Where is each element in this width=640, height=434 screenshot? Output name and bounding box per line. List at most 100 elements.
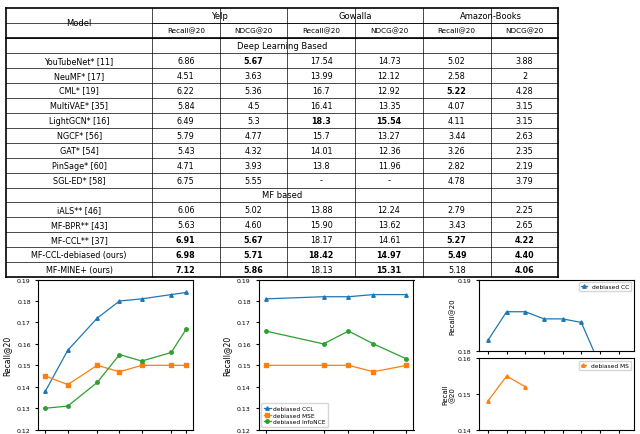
- Text: -: -: [388, 176, 390, 185]
- Text: 3.44: 3.44: [448, 131, 465, 140]
- Text: 14.61: 14.61: [378, 236, 400, 245]
- Text: 16.7: 16.7: [312, 86, 330, 95]
- Text: 5.71: 5.71: [244, 251, 263, 260]
- Text: Recall@20: Recall@20: [438, 28, 476, 34]
- Text: Amazon-Books: Amazon-Books: [460, 12, 522, 21]
- Text: 13.8: 13.8: [312, 161, 330, 170]
- Text: NeuMF* [17]: NeuMF* [17]: [54, 72, 104, 80]
- Text: 2.19: 2.19: [516, 161, 533, 170]
- Text: 6.91: 6.91: [176, 236, 196, 245]
- Text: 5.79: 5.79: [177, 131, 195, 140]
- Text: 2.79: 2.79: [448, 206, 466, 215]
- Text: Recall@20: Recall@20: [302, 28, 340, 34]
- Text: 6.98: 6.98: [176, 251, 196, 260]
- Text: LightGCN* [16]: LightGCN* [16]: [49, 116, 109, 125]
- Text: GAT* [54]: GAT* [54]: [60, 146, 99, 155]
- Text: CML* [19]: CML* [19]: [60, 86, 99, 95]
- Text: 4.51: 4.51: [177, 72, 195, 80]
- Text: 4.40: 4.40: [515, 251, 534, 260]
- Text: NDCG@20: NDCG@20: [506, 28, 543, 34]
- Text: 12.36: 12.36: [378, 146, 400, 155]
- Text: 4.71: 4.71: [177, 161, 195, 170]
- Text: 14.97: 14.97: [376, 251, 401, 260]
- Text: 6.06: 6.06: [177, 206, 195, 215]
- Text: Model: Model: [67, 19, 92, 28]
- Text: 4.06: 4.06: [515, 266, 534, 275]
- Text: 5.22: 5.22: [447, 86, 467, 95]
- Text: 13.88: 13.88: [310, 206, 333, 215]
- Text: 4.5: 4.5: [247, 102, 260, 110]
- Text: 4.28: 4.28: [516, 86, 533, 95]
- Text: NDCG@20: NDCG@20: [234, 28, 273, 34]
- Text: 5.18: 5.18: [448, 266, 465, 275]
- Text: 14.01: 14.01: [310, 146, 333, 155]
- Y-axis label: Recall@20: Recall@20: [449, 297, 456, 334]
- Text: 18.17: 18.17: [310, 236, 333, 245]
- Text: 4.32: 4.32: [244, 146, 262, 155]
- Text: 4.60: 4.60: [244, 221, 262, 230]
- Text: 3.43: 3.43: [448, 221, 465, 230]
- Text: 11.96: 11.96: [378, 161, 400, 170]
- Text: 6.86: 6.86: [177, 56, 195, 66]
- Text: 12.12: 12.12: [378, 72, 401, 80]
- Text: Recall@20: Recall@20: [167, 28, 205, 34]
- Text: 4.07: 4.07: [448, 102, 465, 110]
- Text: 5.55: 5.55: [244, 176, 262, 185]
- Text: 2.63: 2.63: [516, 131, 533, 140]
- Text: NDCG@20: NDCG@20: [370, 28, 408, 34]
- Text: 16.41: 16.41: [310, 102, 333, 110]
- Text: 18.13: 18.13: [310, 266, 333, 275]
- Y-axis label: Recall@20: Recall@20: [3, 335, 12, 375]
- Text: 12.24: 12.24: [378, 206, 401, 215]
- Text: 18.42: 18.42: [308, 251, 334, 260]
- Text: 15.7: 15.7: [312, 131, 330, 140]
- Text: MF-CCL** [37]: MF-CCL** [37]: [51, 236, 108, 245]
- Text: 13.35: 13.35: [378, 102, 400, 110]
- Text: 2.25: 2.25: [516, 206, 533, 215]
- Y-axis label: Recall@20: Recall@20: [223, 335, 232, 375]
- Text: 5.43: 5.43: [177, 146, 195, 155]
- Text: 3.63: 3.63: [244, 72, 262, 80]
- Text: 5.02: 5.02: [244, 206, 262, 215]
- Text: 3.26: 3.26: [448, 146, 465, 155]
- Text: 5.67: 5.67: [244, 56, 263, 66]
- Text: MF based: MF based: [262, 191, 303, 200]
- Legend: debiased MS: debiased MS: [579, 361, 630, 370]
- Text: 6.49: 6.49: [177, 116, 195, 125]
- Text: 2.35: 2.35: [516, 146, 533, 155]
- Text: 12.92: 12.92: [378, 86, 401, 95]
- Text: 5.02: 5.02: [448, 56, 466, 66]
- Text: 5.86: 5.86: [244, 266, 264, 275]
- Text: 13.99: 13.99: [310, 72, 333, 80]
- Text: MultiVAE* [35]: MultiVAE* [35]: [50, 102, 108, 110]
- Text: 7.12: 7.12: [176, 266, 196, 275]
- Text: 3.88: 3.88: [516, 56, 533, 66]
- Text: 3.93: 3.93: [244, 161, 262, 170]
- Text: 4.78: 4.78: [448, 176, 465, 185]
- Text: 5.36: 5.36: [244, 86, 262, 95]
- Text: 13.27: 13.27: [378, 131, 401, 140]
- Text: 2: 2: [522, 72, 527, 80]
- Text: MF-MINE+ (ours): MF-MINE+ (ours): [45, 266, 113, 275]
- Text: 18.3: 18.3: [312, 116, 331, 125]
- Y-axis label: Recall
@20: Recall @20: [442, 384, 456, 404]
- Text: MF-CCL-debiased (ours): MF-CCL-debiased (ours): [31, 251, 127, 260]
- Text: 5.3: 5.3: [247, 116, 260, 125]
- Text: Gowalla: Gowalla: [339, 12, 372, 21]
- Legend: debiased CC: debiased CC: [579, 283, 630, 291]
- Text: -: -: [320, 176, 323, 185]
- Text: YouTubeNet* [11]: YouTubeNet* [11]: [45, 56, 114, 66]
- Text: NGCF* [56]: NGCF* [56]: [56, 131, 102, 140]
- Text: 6.75: 6.75: [177, 176, 195, 185]
- Text: 4.11: 4.11: [448, 116, 465, 125]
- Text: 17.54: 17.54: [310, 56, 333, 66]
- Text: 14.73: 14.73: [378, 56, 400, 66]
- Text: 3.15: 3.15: [516, 102, 533, 110]
- Text: 2.65: 2.65: [516, 221, 533, 230]
- Text: 6.22: 6.22: [177, 86, 195, 95]
- Text: 5.67: 5.67: [244, 236, 263, 245]
- Text: 15.54: 15.54: [376, 116, 401, 125]
- Text: 2.82: 2.82: [448, 161, 466, 170]
- Text: 2.58: 2.58: [448, 72, 466, 80]
- Text: 5.63: 5.63: [177, 221, 195, 230]
